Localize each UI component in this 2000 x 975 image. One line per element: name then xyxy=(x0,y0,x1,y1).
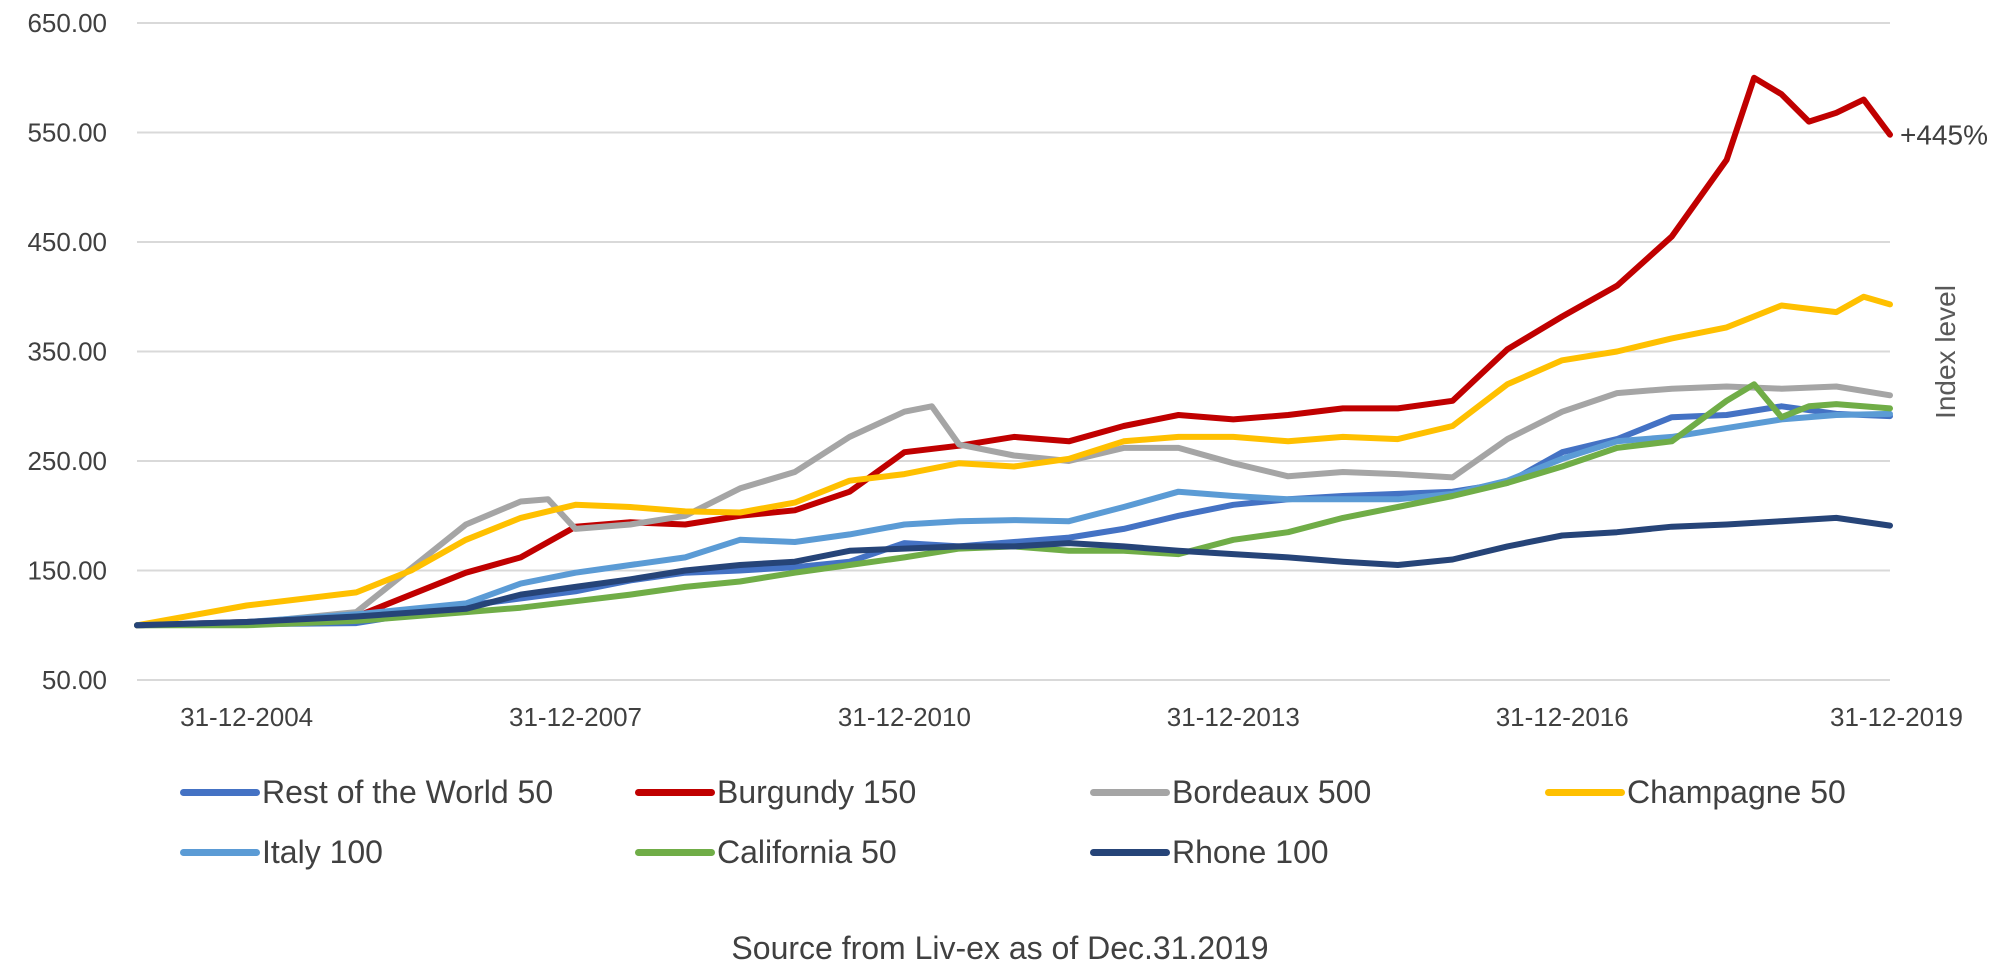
legend-label: Bordeaux 500 xyxy=(1172,773,1372,810)
x-tick-label: 31-12-2004 xyxy=(180,702,313,732)
legend-swatch xyxy=(1545,788,1625,796)
y-tick-label: 50.00 xyxy=(42,665,107,695)
line-chart: 650.00 550.00 450.00 350.00 250.00 150.00 50.0… xyxy=(27,8,1988,732)
legend-label: Champagne 50 xyxy=(1627,773,1846,810)
series-line-bordeaux-500 xyxy=(134,383,1893,629)
legend-item: Rest of the World 50 xyxy=(180,772,553,812)
legend-label: Italy 100 xyxy=(262,833,383,870)
legend-label: California 50 xyxy=(717,833,897,870)
x-tick-label: 31-12-2016 xyxy=(1496,702,1629,732)
burgundy-change-annotation: +445% xyxy=(1900,120,1988,151)
y-axis-ticks: 650.00 550.00 450.00 350.00 250.00 150.00 50.0… xyxy=(27,8,107,695)
x-tick-label: 31-12-2007 xyxy=(509,702,642,732)
legend-label: Rhone 100 xyxy=(1172,833,1329,870)
x-tick-label: 31-12-2019 xyxy=(1830,702,1963,732)
y-tick-label: 150.00 xyxy=(27,556,107,586)
legend-label: Rest of the World 50 xyxy=(262,773,554,810)
legend-item: Burgundy 150 xyxy=(635,772,916,812)
legend-item: Champagne 50 xyxy=(1545,772,1846,812)
x-tick-label: 31-12-2013 xyxy=(1167,702,1300,732)
legend-label: Burgundy 150 xyxy=(717,773,917,810)
y-axis-label: Index level xyxy=(1930,285,1961,419)
legend-swatch xyxy=(1090,848,1170,856)
legend-item: California 50 xyxy=(635,832,897,872)
y-tick-label: 450.00 xyxy=(27,227,107,257)
legend-swatch xyxy=(180,848,260,856)
y-tick-label: 250.00 xyxy=(27,446,107,476)
legend-item: Rhone 100 xyxy=(1090,832,1329,872)
gridlines xyxy=(137,22,1890,681)
source-note: Source from Liv-ex as of Dec.31.2019 xyxy=(731,930,1269,966)
series-line-rhone-100 xyxy=(134,514,1893,629)
legend-swatch xyxy=(635,788,715,796)
legend-swatch xyxy=(180,788,260,796)
series-line-italy-100 xyxy=(134,410,1893,629)
x-tick-label: 31-12-2010 xyxy=(838,702,971,732)
legend-swatch xyxy=(635,848,715,856)
x-axis-ticks: 31-12-2004 31-12-2007 31-12-2010 31-12-2013… xyxy=(180,702,1963,732)
y-tick-label: 550.00 xyxy=(27,118,107,148)
series-line-champagne-50 xyxy=(134,293,1893,629)
series-lines xyxy=(134,74,1893,629)
series-line-california-50 xyxy=(134,381,1893,629)
legend-item: Bordeaux 500 xyxy=(1090,772,1371,812)
y-tick-label: 350.00 xyxy=(27,337,107,367)
y-tick-label: 650.00 xyxy=(27,8,107,38)
legend-item: Italy 100 xyxy=(180,832,383,872)
legend-swatch xyxy=(1090,788,1170,796)
